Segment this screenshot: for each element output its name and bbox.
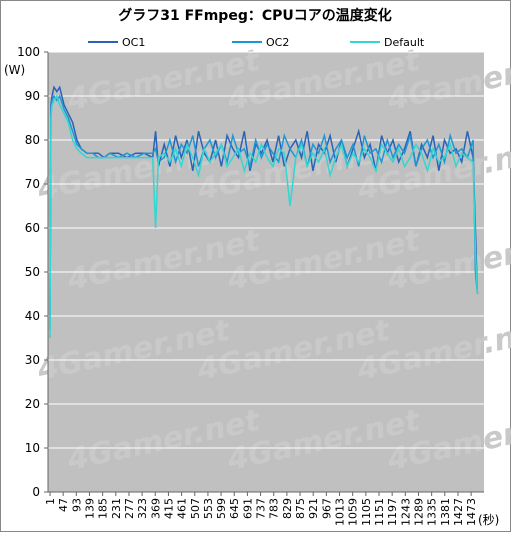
- x-tick-label: 553: [202, 498, 215, 519]
- x-tick-label: 231: [110, 498, 123, 519]
- y-tick-label: 40: [25, 309, 40, 323]
- x-tick-label: 1: [44, 498, 57, 505]
- x-tick-label: 277: [123, 498, 136, 519]
- y-tick-label: 60: [25, 221, 40, 235]
- watermarks: 4Gamer.net4Gamer.net4Gamer.net4Gamer.net…: [33, 43, 511, 478]
- x-tick-label: 599: [215, 498, 228, 519]
- y-tick-label: 70: [25, 177, 40, 191]
- x-tick-label: 875: [294, 498, 307, 519]
- x-tick-label: 93: [70, 498, 83, 512]
- y-tick-label: 100: [17, 45, 40, 59]
- y-axis-label: (W): [4, 63, 25, 77]
- legend-label: Default: [384, 36, 425, 49]
- x-tick-label: 1473: [465, 498, 478, 526]
- x-tick-label: 185: [97, 498, 110, 519]
- x-axis-label: (秒): [478, 513, 499, 527]
- x-tick-label: 1059: [347, 498, 360, 526]
- legend-label: OC1: [122, 36, 145, 49]
- series-line: [49, 94, 479, 339]
- x-tick-label: 783: [268, 498, 281, 519]
- x-tick-label: 1243: [399, 498, 412, 526]
- y-tick-label: 90: [25, 89, 40, 103]
- x-tick-label: 829: [281, 498, 294, 519]
- x-tick-label: 507: [189, 498, 202, 519]
- x-tick-label: 1335: [426, 498, 439, 526]
- x-tick-label: 139: [83, 498, 96, 519]
- x-tick-label: 1381: [439, 498, 452, 526]
- y-tick-label: 20: [25, 397, 40, 411]
- y-tick-label: 0: [32, 485, 40, 499]
- x-tick-label: 415: [162, 498, 175, 519]
- y-tick-label: 10: [25, 441, 40, 455]
- x-tick-label: 967: [320, 498, 333, 519]
- x-tick-label: 47: [57, 498, 70, 512]
- lines: [49, 85, 479, 339]
- x-tick-label: 1427: [452, 498, 465, 526]
- x-tick-label: 645: [228, 498, 241, 519]
- x-tick-label: 737: [255, 498, 268, 519]
- x-tick-label: 691: [241, 498, 254, 519]
- x-tick-label: 1197: [386, 498, 399, 526]
- x-tick-label: 1105: [360, 498, 373, 526]
- legend-label: OC2: [266, 36, 289, 49]
- x-tick-label: 369: [149, 498, 162, 519]
- y-tick-label: 80: [25, 133, 40, 147]
- y-tick-label: 30: [25, 353, 40, 367]
- x-tick-label: 1289: [412, 498, 425, 526]
- legend: OC1 OC2 Default: [88, 36, 425, 49]
- x-tick-label: 921: [307, 498, 320, 519]
- y-tick-label: 50: [25, 265, 40, 279]
- x-tick-label: 1151: [373, 498, 386, 526]
- x-tick-label: 323: [136, 498, 149, 519]
- x-tick-label: 1013: [334, 498, 347, 526]
- x-tick-label: 461: [176, 498, 189, 519]
- chart-title: グラフ31 FFmpeg：CPUコアの温度変化: [118, 7, 392, 24]
